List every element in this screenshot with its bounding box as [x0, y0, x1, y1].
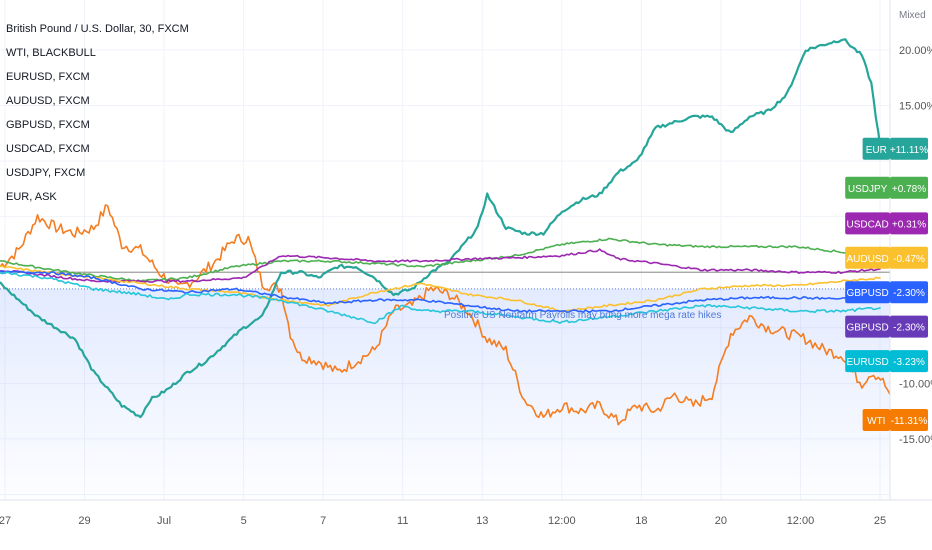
badge-value-text: -11.31%: [891, 416, 928, 427]
x-tick-label: 5: [241, 515, 247, 527]
legend-gbpusd[interactable]: GBPUSD, FXCM: [6, 119, 90, 131]
badge-value-text: +11.11%: [890, 145, 928, 156]
badge-value-bg: [890, 212, 928, 235]
x-tick-label: 18: [635, 515, 647, 527]
badge-symbol-text: EURUSD: [846, 357, 888, 368]
y-tick-label: 15.00%: [899, 101, 932, 113]
y-tick-label: -15.00%: [899, 434, 932, 446]
x-tick-label: 27: [0, 515, 11, 527]
scale-mode-label[interactable]: Mixed: [899, 10, 926, 21]
price-badges: EUR +11.11% USDJPY +0.78% USDCAD +0.31% AUDUSD…: [845, 137, 928, 431]
legend: British Pound / U.S. Dollar, 30, FXCM WT…: [6, 17, 189, 209]
legend-audusd[interactable]: AUDUSD, FXCM: [6, 95, 90, 107]
badge-value-bg: [890, 281, 928, 304]
badge-value-text: -3.23%: [893, 357, 925, 368]
series-line-eurusd: [0, 271, 881, 325]
badge-label-bg: [862, 137, 890, 160]
badge-symbol-text: USDCAD: [846, 219, 888, 230]
x-tick-label: 12:00: [787, 515, 815, 527]
legend-usdjpy[interactable]: USDJPY, FXCM: [6, 167, 86, 179]
badge-value-bg: [890, 409, 928, 431]
news-annotation[interactable]: Positive US Nonfarm Payrolls may bring m…: [444, 310, 721, 321]
badge-value-text: -2.30%: [893, 288, 925, 299]
x-tick-label: 11: [397, 515, 408, 527]
series-line-usdcad: [0, 248, 881, 283]
price-badge: USDCAD +0.31%: [845, 212, 928, 235]
legend-usdcad[interactable]: USDCAD, FXCM: [6, 143, 90, 155]
y-tick-label: 20.00%: [899, 45, 932, 57]
legend-main-symbol[interactable]: British Pound / U.S. Dollar, 30, FXCM: [6, 23, 189, 35]
badge-value-bg: [890, 315, 928, 338]
badge-symbol-text: USDJPY: [848, 184, 888, 195]
legend-eur[interactable]: EUR, ASK: [6, 191, 57, 203]
price-badge: USDJPY +0.78%: [845, 176, 928, 199]
x-tick-label: 20: [715, 515, 727, 527]
badge-symbol-text: WTI: [867, 416, 885, 427]
price-badge: WTI -11.31%: [862, 409, 928, 431]
badge-value-text: +0.31%: [892, 219, 926, 230]
x-tick-label: 7: [320, 515, 326, 527]
badge-symbol-text: GBPUSD: [846, 323, 888, 334]
legend-eurusd[interactable]: EURUSD, FXCM: [6, 71, 90, 83]
price-badge: GBPUSD -2.30%: [845, 281, 928, 304]
price-badge: AUDUSD -0.47%: [845, 246, 928, 269]
badge-value-bg: [890, 350, 928, 373]
series-line-audusd: [0, 265, 881, 313]
badge-label-bg: [845, 212, 890, 235]
x-tick-label: 12:00: [548, 515, 576, 527]
y-tick-label: -10.00%: [899, 378, 932, 390]
badge-symbol-text: AUDUSD: [846, 254, 888, 265]
price-badge: EURUSD -3.23%: [845, 350, 928, 373]
badge-value-bg: [890, 137, 928, 160]
x-tick-label: Jul: [157, 515, 171, 527]
badge-value-text: -0.47%: [893, 254, 925, 265]
price-badge: EUR +11.11%: [862, 137, 928, 160]
series-line-gbpusd: [0, 270, 881, 314]
badge-value-bg: [890, 246, 928, 269]
x-tick-label: 29: [78, 515, 90, 527]
price-badge: GBPUSD -2.30%: [845, 315, 928, 338]
badge-label-bg: [862, 409, 890, 431]
legend-wti[interactable]: WTI, BLACKBULL: [6, 47, 96, 59]
badge-value-text: -2.30%: [893, 323, 925, 334]
x-tick-label: 13: [476, 515, 488, 527]
badge-label-bg: [845, 246, 890, 269]
badge-value-bg: [890, 176, 928, 199]
series-lines: [0, 38, 891, 426]
x-tick-label: 25: [874, 515, 886, 527]
badge-symbol-text: EUR: [866, 145, 887, 156]
badge-label-bg: [845, 281, 890, 304]
badge-label-bg: [845, 315, 890, 338]
badge-value-text: +0.78%: [892, 184, 926, 195]
badge-label-bg: [845, 176, 890, 199]
series-line-usdjpy: [0, 237, 881, 283]
badge-label-bg: [845, 350, 890, 373]
badge-symbol-text: GBPUSD: [846, 288, 888, 299]
